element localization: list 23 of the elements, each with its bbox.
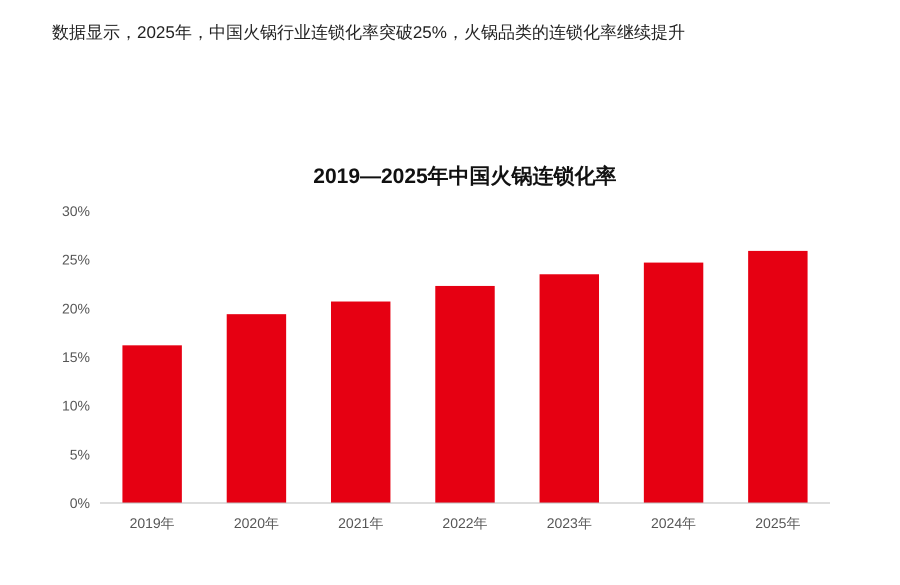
x-tick-label: 2019年 xyxy=(130,515,175,531)
bar xyxy=(122,345,182,503)
bar xyxy=(330,302,390,503)
y-tick-label: 15% xyxy=(62,349,90,365)
x-tick-label: 2025年 xyxy=(755,515,800,531)
y-tick-label: 30% xyxy=(62,203,90,219)
y-tick-label: 5% xyxy=(70,446,90,462)
chart-title: 2019—2025年中国火锅连锁化率 xyxy=(313,164,617,188)
chart-subtitle: 数据显示，2025年，中国火锅行业连锁化率突破25%，火锅品类的连锁化率继续提升 xyxy=(52,23,685,42)
x-tick-label: 2024年 xyxy=(650,515,696,531)
x-tick-label: 2023年 xyxy=(546,515,592,531)
y-tick-label: 20% xyxy=(62,300,90,316)
bar xyxy=(644,262,704,503)
x-tick-label: 2021年 xyxy=(338,515,384,531)
x-tick-label: 2020年 xyxy=(234,515,280,531)
bar xyxy=(748,250,808,503)
bar xyxy=(226,314,286,503)
y-tick-label: 10% xyxy=(62,398,90,414)
y-tick-label: 0% xyxy=(70,495,90,511)
x-tick-label: 2022年 xyxy=(442,515,488,531)
bar xyxy=(435,286,495,503)
y-tick-label: 25% xyxy=(62,252,90,268)
bar xyxy=(540,274,600,503)
